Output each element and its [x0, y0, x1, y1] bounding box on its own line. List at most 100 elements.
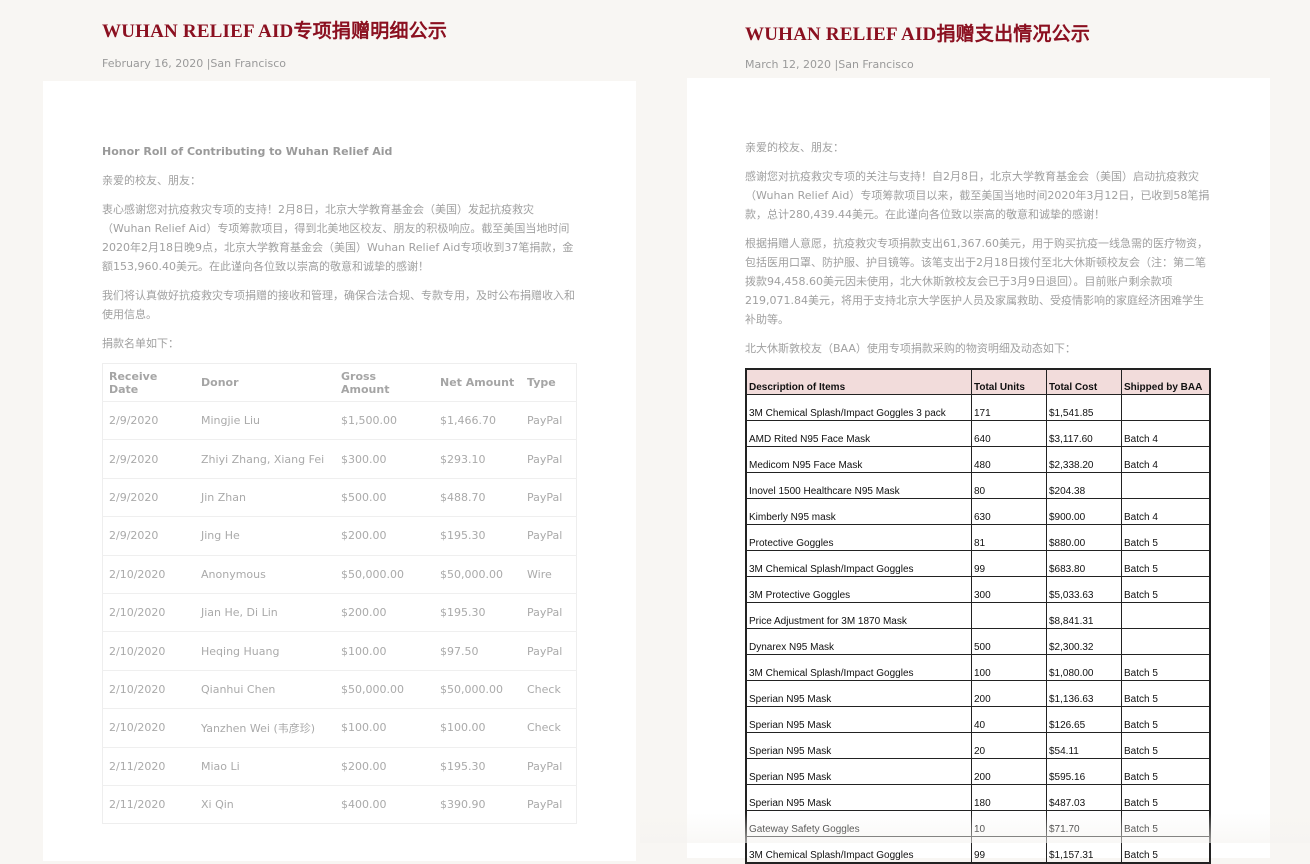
- table-cell: PayPal: [521, 477, 577, 517]
- table-cell: Batch 5: [1121, 810, 1211, 837]
- table-cell: 640: [971, 420, 1047, 447]
- column-header: Description of Items: [745, 368, 972, 395]
- purchase-row: 3M Chemical Splash/Impact Goggles 99 $1,15…: [745, 836, 1211, 864]
- table-cell: Sperian N95 Mask: [745, 706, 972, 733]
- table-cell: Batch 5: [1121, 758, 1211, 785]
- purchase-row: 3M Chemical Splash/Impact Goggles 100 $1,0…: [745, 654, 1211, 681]
- table-cell: $400.00: [335, 784, 434, 824]
- column-header: Receive Date: [109, 369, 158, 396]
- table-cell: $880.00: [1046, 524, 1122, 551]
- table-cell: [971, 602, 1047, 629]
- donor-row: 2/9/2020 Jin Zhan $500.00 $488.70 PayPal: [102, 477, 577, 517]
- table-cell: $1,466.70: [434, 400, 521, 440]
- table-cell: Price Adjustment for 3M 1870 Mask: [745, 602, 972, 629]
- table-cell: Batch 5: [1121, 680, 1211, 707]
- donor-row: 2/9/2020 Mingjie Liu $1,500.00 $1,466.70 Pay…: [102, 400, 577, 440]
- table-cell: Batch 4: [1121, 498, 1211, 525]
- purchase-row: 3M Chemical Splash/Impact Goggles 99 $683.…: [745, 550, 1211, 577]
- left-paragraph-1: 衷心感谢您对抗疫救灾专项的支持！2月8日，北京大学教育基金会（美国）发起抗疫救灾…: [102, 203, 574, 273]
- left-greeting: 亲爱的校友、朋友：: [102, 174, 201, 187]
- table-cell: 200: [971, 758, 1047, 785]
- table-cell: 99: [971, 550, 1047, 577]
- donor-row: 2/10/2020 Heqing Huang $100.00 $97.50 PayPal: [102, 631, 577, 671]
- donor-row: 2/9/2020 Jing He $200.00 $195.30 PayPal: [102, 516, 577, 556]
- table-cell: PayPal: [521, 631, 577, 671]
- left-article-meta: February 16, 2020 |San Francisco: [102, 57, 286, 70]
- table-cell: 3M Chemical Splash/Impact Goggles 3 pack: [745, 394, 972, 421]
- table-cell: Jing He: [195, 516, 335, 556]
- table-cell: Mingjie Liu: [195, 400, 335, 440]
- purchase-row: Sperian N95 Mask 180 $487.03 Batch 5: [745, 784, 1211, 811]
- table-cell: 3M Chemical Splash/Impact Goggles: [745, 550, 972, 577]
- right-greeting: 亲爱的校友、朋友：: [745, 141, 844, 154]
- donor-row: 2/10/2020 Qianhui Chen $50,000.00 $50,000.0…: [102, 669, 577, 709]
- purchase-row: Gateway Safety Goggles 10 $71.70 Batch 5: [745, 810, 1211, 837]
- right-article-meta: March 12, 2020 |San Francisco: [745, 58, 914, 71]
- column-header: Total Units: [971, 368, 1047, 395]
- table-cell: 2/10/2020: [102, 631, 195, 671]
- table-cell: $50,000.00: [335, 554, 434, 594]
- table-cell: $195.30: [434, 746, 521, 786]
- table-cell: $195.30: [434, 592, 521, 632]
- right-article-title[interactable]: WUHAN RELIEF AID捐赠支出情况公示: [745, 24, 1091, 45]
- table-cell: [1121, 602, 1211, 629]
- column-header: Shipped by BAA: [1121, 368, 1211, 395]
- donor-row: 2/10/2020 Yanzhen Wei (韦彦珍) $100.00 $100.00…: [102, 708, 577, 748]
- table-cell: $200.00: [335, 592, 434, 632]
- table-cell: 2/9/2020: [102, 516, 195, 556]
- table-cell: 2/9/2020: [102, 477, 195, 517]
- table-cell: $1,080.00: [1046, 654, 1122, 681]
- table-cell: Batch 4: [1121, 446, 1211, 473]
- table-cell: Batch 5: [1121, 706, 1211, 733]
- table-cell: PayPal: [521, 400, 577, 440]
- table-cell: $1,136.63: [1046, 680, 1122, 707]
- donor-row: 2/9/2020 Zhiyi Zhang, Xiang Fei $300.00 $29…: [102, 439, 577, 479]
- table-cell: Inovel 1500 Healthcare N95 Mask: [745, 472, 972, 499]
- table-cell: $200.00: [335, 516, 434, 556]
- table-cell: $71.70: [1046, 810, 1122, 837]
- table-cell: Batch 5: [1121, 836, 1211, 864]
- table-cell: PayPal: [521, 439, 577, 479]
- table-cell: 20: [971, 732, 1047, 759]
- table-cell: $195.30: [434, 516, 521, 556]
- table-cell: Jian He, Di Lin: [195, 592, 335, 632]
- table-cell: 80: [971, 472, 1047, 499]
- table-cell: $2,300.32: [1046, 628, 1122, 655]
- table-cell: $200.00: [335, 746, 434, 786]
- table-cell: PayPal: [521, 592, 577, 632]
- table-cell: $900.00: [1046, 498, 1122, 525]
- column-header: Type: [527, 376, 556, 389]
- table-cell: $390.90: [434, 784, 521, 824]
- column-header: Total Cost: [1046, 368, 1122, 395]
- table-cell: Batch 4: [1121, 420, 1211, 447]
- table-cell: Xi Qin: [195, 784, 335, 824]
- table-cell: 200: [971, 680, 1047, 707]
- donor-row: 2/10/2020 Anonymous $50,000.00 $50,000.00 Wi…: [102, 554, 577, 594]
- purchase-row: AMD Rited N95 Face Mask 640 $3,117.60 Batch…: [745, 420, 1211, 447]
- donor-list-intro: 捐款名单如下：: [102, 337, 179, 350]
- table-cell: Jin Zhan: [195, 477, 335, 517]
- purchase-row: Sperian N95 Mask 20 $54.11 Batch 5: [745, 732, 1211, 759]
- table-cell: 2/9/2020: [102, 400, 195, 440]
- table-cell: Batch 5: [1121, 654, 1211, 681]
- table-cell: 2/10/2020: [102, 592, 195, 632]
- left-article-header: WUHAN RELIEF AID专项捐赠明细公示 February 16, 20…: [102, 16, 447, 70]
- table-cell: $54.11: [1046, 732, 1122, 759]
- purchase-row: Sperian N95 Mask 200 $595.16 Batch 5: [745, 758, 1211, 785]
- table-cell: $300.00: [335, 439, 434, 479]
- table-cell: $1,500.00: [335, 400, 434, 440]
- left-article-title[interactable]: WUHAN RELIEF AID专项捐赠明细公示: [102, 21, 448, 42]
- table-cell: Qianhui Chen: [195, 669, 335, 709]
- table-cell: $50,000.00: [434, 669, 521, 709]
- table-cell: $1,541.85: [1046, 394, 1122, 421]
- donor-table-header: Receive Date Donor Gross Amount Net Amou…: [103, 364, 577, 402]
- purchase-row: Dynarex N95 Mask 500 $2,300.32: [745, 628, 1211, 655]
- purchase-row: Kimberly N95 mask 630 $900.00 Batch 4: [745, 498, 1211, 525]
- left-paragraph-2: 我们将认真做好抗疫救灾专项捐赠的接收和管理，确保合法合规、专款专用，及时公布捐赠…: [102, 289, 575, 321]
- table-cell: Sperian N95 Mask: [745, 758, 972, 785]
- table-cell: 2/11/2020: [102, 784, 195, 824]
- table-cell: Heqing Huang: [195, 631, 335, 671]
- purchase-row: Medicom N95 Face Mask 480 $2,338.20 Batch 4: [745, 446, 1211, 473]
- table-cell: Gateway Safety Goggles: [745, 810, 972, 837]
- table-cell: 300: [971, 576, 1047, 603]
